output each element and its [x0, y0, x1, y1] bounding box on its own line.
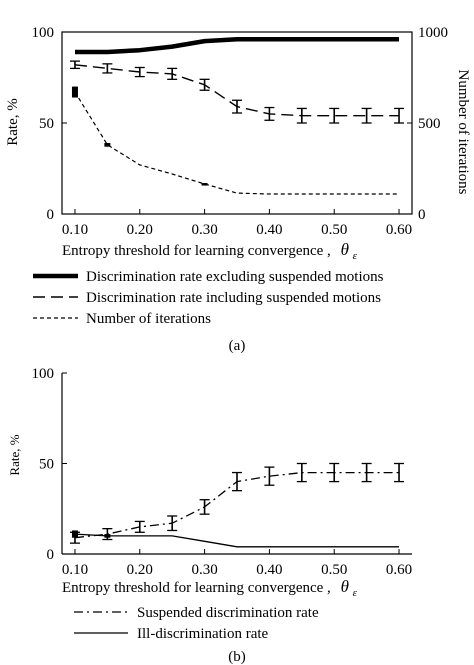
legend-b-label-0: Suspended discrimination rate: [137, 605, 319, 621]
legend-a-label-1: Discrimination rate including suspended …: [86, 290, 381, 306]
x-axis-label-a-symbol: θ: [341, 240, 349, 259]
y-tick-label: 50: [39, 116, 54, 132]
error-bar: [71, 86, 78, 98]
x-axis-label-a-subscript: ε: [353, 250, 358, 262]
y2-tick-label: 500: [418, 116, 441, 132]
x-axis-label-b-subscript: ε: [353, 587, 358, 599]
series-line-0: [75, 37, 399, 55]
error-bar: [232, 471, 242, 492]
left-axis-ticks-a: 0 50 100: [32, 25, 67, 223]
x-axis-ticks-a: 0.10 0.20 0.30 0.40 0.50 0.60: [62, 209, 412, 238]
error-bar: [201, 183, 208, 186]
error-bar: [296, 462, 307, 483]
error-bar: [102, 528, 113, 541]
y-axis-label-a: Rate, %: [5, 98, 21, 145]
x-axis-label-b-symbol: θ: [341, 577, 349, 596]
x-tick-label: 0.10: [62, 562, 88, 578]
error-bar: [329, 462, 340, 483]
error-bar: [394, 107, 405, 124]
y-tick-label: 0: [47, 547, 55, 563]
legend-b-label-1: Ill-discrimination rate: [137, 626, 269, 642]
x-tick-label: 0.50: [321, 222, 347, 238]
x-tick-label: 0.30: [191, 222, 217, 238]
error-bar: [361, 107, 372, 124]
left-axis-ticks-b: 0 50 100: [32, 366, 67, 563]
y2-axis-label-a: Number of iterations: [455, 70, 471, 195]
x-axis-label-a-text: Entropy threshold for learning convergen…: [62, 243, 331, 259]
x-axis-ticks-b: 0.10 0.20 0.30 0.40 0.50 0.60: [62, 549, 412, 578]
legend-a: Discrimination rate excluding suspended …: [33, 269, 384, 327]
x-tick-label: 0.40: [256, 222, 282, 238]
series-a: [69, 37, 405, 195]
error-bar: [296, 107, 307, 124]
error-bar: [167, 515, 178, 532]
x-tick-label: 0.40: [256, 562, 282, 578]
series-line-2: [74, 91, 399, 195]
x-axis-label-a: Entropy threshold for learning convergen…: [62, 240, 358, 262]
series-line-1: [74, 533, 399, 548]
panel-label-b: (b): [228, 649, 246, 665]
y2-tick-label: 0: [418, 207, 426, 223]
x-tick-label: 0.20: [127, 562, 153, 578]
error-bar: [134, 520, 145, 533]
error-bar: [199, 78, 210, 91]
error-bar: [199, 499, 210, 515]
y-axis-label-b: Rate, %: [7, 434, 22, 475]
y-tick-label: 50: [39, 457, 54, 473]
right-axis-ticks-a: 0 500 1000: [407, 25, 448, 223]
error-bar: [134, 66, 145, 78]
error-bar: [167, 67, 178, 80]
x-axis-label-b: Entropy threshold for learning convergen…: [62, 577, 358, 599]
error-bar: [394, 462, 405, 483]
x-tick-label: 0.20: [127, 222, 153, 238]
x-tick-label: 0.60: [386, 562, 412, 578]
x-tick-label: 0.10: [62, 222, 88, 238]
y-tick-label: 100: [32, 366, 55, 382]
error-bar: [104, 143, 111, 147]
error-bar: [104, 534, 111, 538]
y-tick-label: 100: [32, 25, 55, 41]
error-bar: [361, 462, 372, 483]
x-tick-label: 0.60: [386, 222, 412, 238]
error-bar: [329, 107, 340, 124]
panel-a: 0 50 100 0 500 1000 0.10 0.20 0.30 0.40 0.50 0.60…: [5, 25, 471, 354]
error-bar: [71, 530, 78, 538]
error-bar: [264, 106, 275, 121]
x-tick-label: 0.30: [191, 562, 217, 578]
x-tick-label: 0.50: [321, 562, 347, 578]
x-axis-label-b-text: Entropy threshold for learning convergen…: [62, 580, 331, 596]
error-bar: [69, 60, 80, 70]
error-bar: [102, 63, 113, 74]
error-bar: [264, 466, 275, 486]
plot-area-a: [61, 31, 413, 215]
legend-b: Suspended discrimination rate Ill-discri…: [74, 605, 319, 642]
y2-tick-label: 1000: [418, 25, 448, 41]
panel-label-a: (a): [229, 338, 246, 354]
legend-a-label-2: Number of iterations: [86, 311, 211, 327]
y-tick-label: 0: [47, 207, 55, 223]
series-b: [69, 462, 405, 548]
legend-a-label-0: Discrimination rate excluding suspended …: [86, 269, 384, 285]
error-bar: [232, 99, 242, 114]
